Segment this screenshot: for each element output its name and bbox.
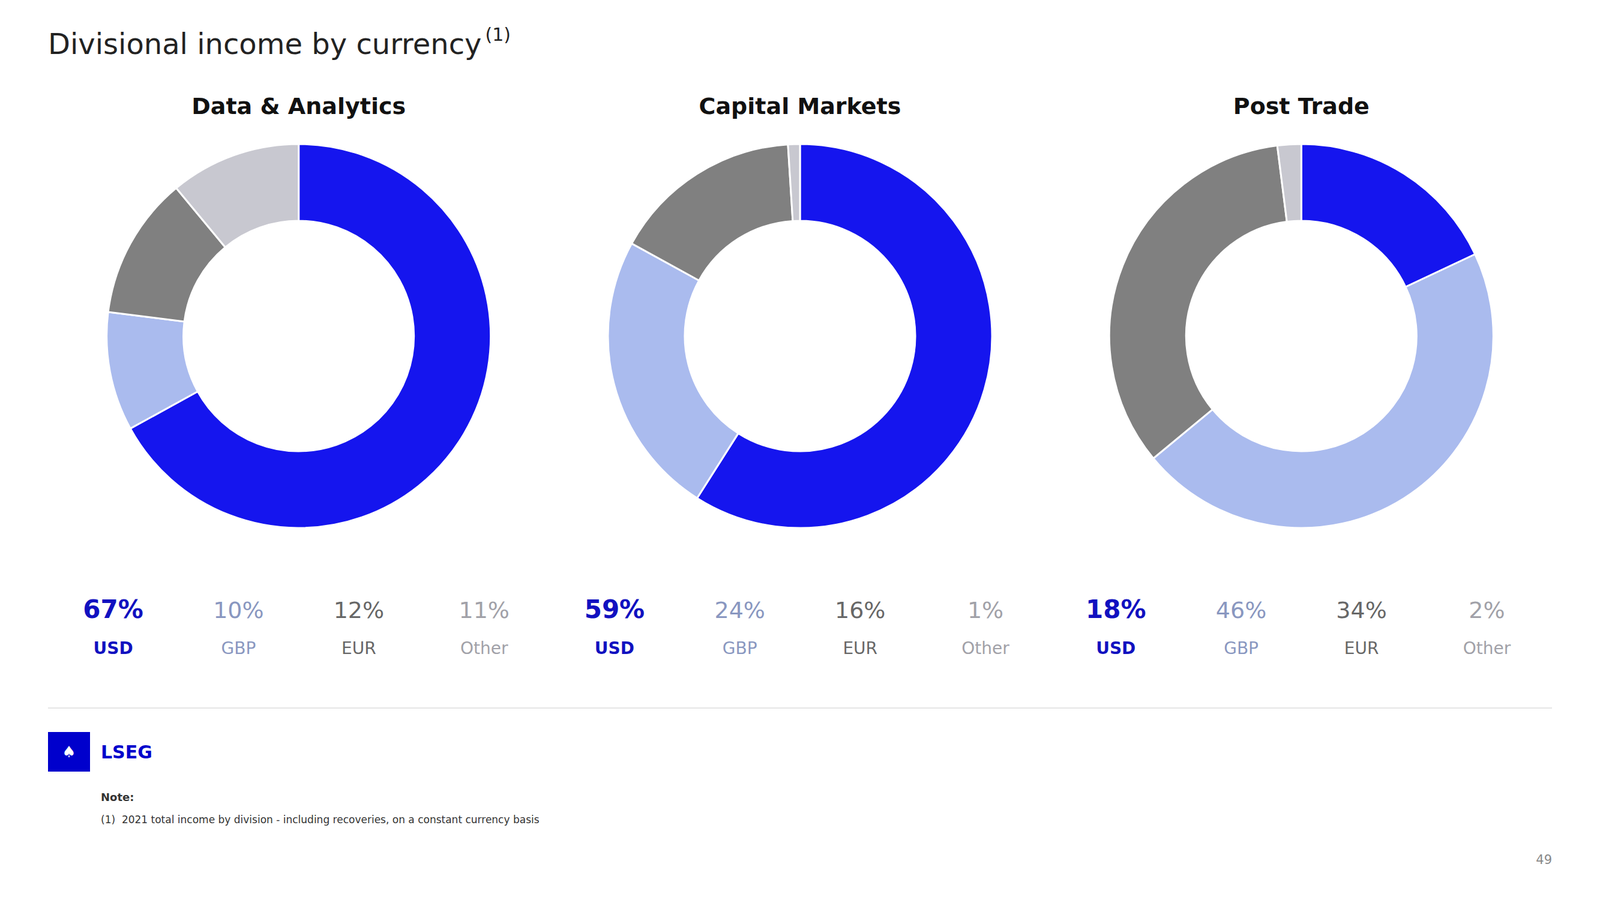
data-label: 24% xyxy=(714,597,766,624)
category-label: EUR xyxy=(842,638,878,659)
slices xyxy=(1109,144,1494,529)
category-label: Other xyxy=(460,638,509,659)
logo-box xyxy=(48,732,91,772)
main-title: Divisional income by currency xyxy=(48,27,482,61)
category-label: GBP xyxy=(221,638,257,659)
data-label: 12% xyxy=(333,597,385,624)
data-label: 2% xyxy=(1468,597,1505,624)
data-label: 59% xyxy=(584,594,646,625)
slice xyxy=(1301,144,1476,287)
slice xyxy=(607,243,739,499)
data-label: 46% xyxy=(1215,597,1267,624)
donut-chart: Data & Analytics 67% USD 10% GBP 12% EUR 11% Oth… xyxy=(82,93,510,659)
data-label: 34% xyxy=(1335,597,1387,624)
category-label: EUR xyxy=(1344,638,1380,659)
logo-text: LSEG xyxy=(100,741,153,763)
category-label: USD xyxy=(1095,638,1136,659)
title-superscript: (1) xyxy=(485,24,512,46)
data-label: 1% xyxy=(967,597,1004,624)
category-label: Other xyxy=(961,638,1010,659)
data-label: 16% xyxy=(834,597,886,624)
separator xyxy=(48,708,1552,709)
note-body: (1) 2021 total income by division - incl… xyxy=(100,813,540,826)
donut-chart: Capital Markets 59% USD 24% GBP 16% EUR 1% Other xyxy=(584,93,1011,659)
page-number: 49 xyxy=(1535,852,1552,868)
slice xyxy=(631,144,793,281)
data-label: 18% xyxy=(1085,594,1147,625)
category-label: GBP xyxy=(1223,638,1259,659)
category-label: USD xyxy=(594,638,635,659)
data-label: 11% xyxy=(459,597,510,624)
category-label: USD xyxy=(93,638,134,659)
donut-chart: Post Trade 18% USD 46% GBP 34% EUR 2% Other xyxy=(1085,93,1512,659)
slice xyxy=(1109,145,1287,459)
slice xyxy=(1277,144,1302,223)
note-title: Note: xyxy=(100,790,134,804)
slice xyxy=(176,144,299,248)
category-label: Other xyxy=(1463,638,1512,659)
logo-symbol: ♠ xyxy=(61,742,76,761)
slices xyxy=(607,144,993,529)
data-label: 67% xyxy=(82,594,144,625)
chart-title: Capital Markets xyxy=(699,93,902,120)
slice xyxy=(1153,254,1494,529)
data-label: 10% xyxy=(213,597,264,624)
page: Divisional income by currency(1) Data & A… xyxy=(0,0,1600,900)
slice xyxy=(106,312,199,429)
slice xyxy=(787,144,800,221)
slices xyxy=(106,144,491,529)
chart-title: Post Trade xyxy=(1233,93,1370,120)
chart-title: Data & Analytics xyxy=(191,93,406,120)
category-label: EUR xyxy=(341,638,377,659)
category-label: GBP xyxy=(722,638,758,659)
